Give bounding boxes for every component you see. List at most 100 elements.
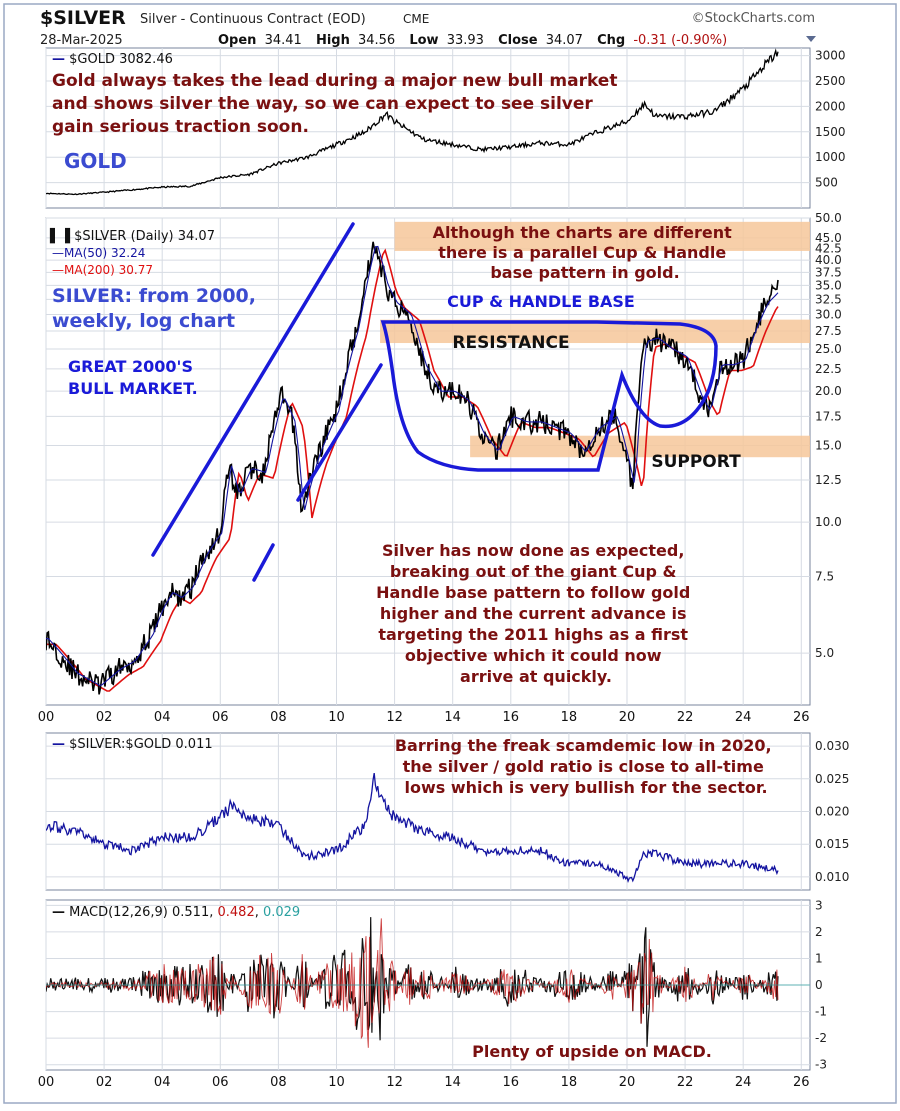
close-value: 34.07 — [546, 33, 583, 48]
x-tick-label: 16 — [503, 1075, 520, 1090]
y-tick-label: 3000 — [815, 49, 846, 63]
x-tick-label: 00 — [38, 1075, 55, 1090]
gold-annotation: Gold always takes the lead during a majo… — [52, 71, 623, 137]
macd-legend-text: MACD(12,26,9) 0.511, — [69, 905, 217, 920]
x-tick-label: 24 — [735, 710, 752, 725]
x-tick-label: 26 — [793, 710, 810, 725]
ma200-dash-icon: — — [52, 263, 64, 277]
gold-legend-text: $GOLD 3082.46 — [69, 52, 173, 67]
gold-annotation-line: and shows silver the way, so we can expe… — [52, 94, 593, 114]
macd-hist-value: 0.029 — [263, 905, 300, 920]
cup-handle-outline — [380, 320, 718, 472]
low-label: Low — [409, 33, 438, 48]
ratio-annotation-line: Barring the freak scamdemic low in 2020, — [395, 736, 772, 755]
y-tick-label: 20.0 — [815, 384, 842, 398]
header-symbol: $SILVER — [40, 7, 126, 29]
header-exchange: CME — [403, 12, 429, 26]
macd-signal-line — [46, 918, 779, 1048]
macd-y-ticks: -3 -2 -1 0 1 2 3 — [815, 898, 827, 1071]
y-tick-label: 7.5 — [815, 570, 834, 584]
y-tick-label: 15.0 — [815, 439, 842, 453]
silver-comment-line: Silver has now done as expected, — [382, 541, 684, 560]
silver-title-line: weekly, log chart — [52, 310, 235, 332]
gold-series — [46, 48, 779, 196]
open-value: 34.41 — [265, 33, 302, 48]
y-tick-label: 17.5 — [815, 409, 842, 423]
silver-ma200-line — [46, 248, 779, 692]
gold-y-ticks: 500 1000 1500 2000 2500 3000 — [815, 49, 846, 190]
high-value: 34.56 — [358, 33, 395, 48]
y-tick-label: 1000 — [815, 150, 846, 164]
macd-x-ticks: 00 02 04 06 08 10 12 14 16 18 20 22 24 26 — [38, 1075, 810, 1090]
macd-signal-value: 0.482 — [218, 905, 255, 920]
ma200-legend: —MA(200) 30.77 — [52, 263, 153, 277]
low-value: 33.93 — [447, 33, 484, 48]
close-label: Close — [498, 33, 538, 48]
y-tick-label: 42.5 — [815, 242, 842, 256]
y-tick-label: 500 — [815, 176, 838, 190]
y-tick-label: -2 — [815, 1031, 827, 1045]
macd-line — [46, 917, 779, 1047]
zone-resistance — [380, 319, 810, 344]
y-tick-label: 3 — [815, 898, 823, 912]
silver-comment: Silver has now done as expected, breakin… — [376, 541, 696, 686]
y-tick-label: 22.5 — [815, 362, 842, 376]
parallel-annotation: Although the charts are different there … — [433, 223, 738, 282]
y-tick-label: 1500 — [815, 125, 846, 139]
silver-comment-line: breaking out of the giant Cup & — [390, 562, 677, 581]
ratio-legend-text: $SILVER:$GOLD 0.011 — [69, 737, 212, 752]
chg-label: Chg — [597, 33, 625, 48]
x-tick-label: 08 — [270, 710, 287, 725]
macd-legend: — MACD(12,26,9) 0.511, 0.482, 0.029 — [52, 905, 300, 920]
y-tick-label: 10.0 — [815, 515, 842, 529]
y-tick-label: 1 — [815, 951, 823, 965]
header-description: Silver - Continuous Contract (EOD) — [140, 12, 366, 27]
x-tick-label: 06 — [212, 710, 229, 725]
gold-price-line — [46, 48, 779, 196]
macd-legend-separator: , — [255, 905, 263, 920]
x-tick-label: 10 — [328, 1075, 345, 1090]
legend-dash-icon: — — [52, 737, 65, 752]
chevron-down-icon[interactable] — [806, 36, 816, 42]
x-tick-label: 22 — [677, 710, 694, 725]
silver-price-line — [46, 241, 779, 695]
y-tick-label: 0.020 — [815, 805, 849, 819]
x-tick-label: 22 — [677, 1075, 694, 1090]
legend-dash-icon: — — [52, 52, 65, 67]
y-tick-label: 27.5 — [815, 324, 842, 338]
y-tick-label: 32.5 — [815, 292, 842, 306]
support-label: SUPPORT — [651, 452, 741, 472]
x-tick-label: 18 — [561, 710, 578, 725]
x-tick-label: 20 — [619, 710, 636, 725]
open-label: Open — [218, 33, 256, 48]
y-tick-label: 35.0 — [815, 278, 842, 292]
x-tick-label: 24 — [735, 1075, 752, 1090]
x-tick-label: 08 — [270, 1075, 287, 1090]
header-date: 28-Mar-2025 — [40, 33, 123, 48]
y-tick-label: 25.0 — [815, 342, 842, 356]
ratio-y-ticks: 0.010 0.015 0.020 0.025 0.030 — [815, 739, 849, 884]
gold-legend: — $GOLD 3082.46 — [52, 52, 173, 67]
x-tick-label: 04 — [154, 1075, 171, 1090]
silver-ma200-series — [46, 248, 779, 692]
silver-panel: 5.0 7.5 10.0 12.5 15.0 17.5 20.0 22.5 25.0 27.5 30… — [38, 211, 842, 725]
y-tick-label: -1 — [815, 1005, 827, 1019]
high-label: High — [316, 33, 350, 48]
gold-grid — [45, 48, 810, 208]
bull-annotation-line: BULL MARKET. — [68, 379, 198, 398]
ma50-dash-icon: — — [52, 246, 64, 260]
zone-top — [394, 221, 810, 251]
upper-trendline — [151, 222, 355, 557]
y-tick-label: 37.5 — [815, 265, 842, 279]
y-tick-label: 5.0 — [815, 646, 834, 660]
silver-legend-text: $SILVER (Daily) 34.07 — [74, 229, 215, 244]
y-tick-label: 45.0 — [815, 231, 842, 245]
ma200-legend-text: MA(200) 30.77 — [64, 263, 153, 277]
silver-x-ticks: 00 02 04 06 08 10 12 14 16 18 20 22 24 26 — [38, 710, 810, 725]
y-tick-label: 0.010 — [815, 870, 849, 884]
silver-comment-line: arrive at quickly. — [460, 667, 612, 686]
y-tick-label: -3 — [815, 1058, 827, 1072]
ratio-series — [46, 772, 779, 883]
parallel-annotation-line: base pattern in gold. — [490, 263, 679, 282]
